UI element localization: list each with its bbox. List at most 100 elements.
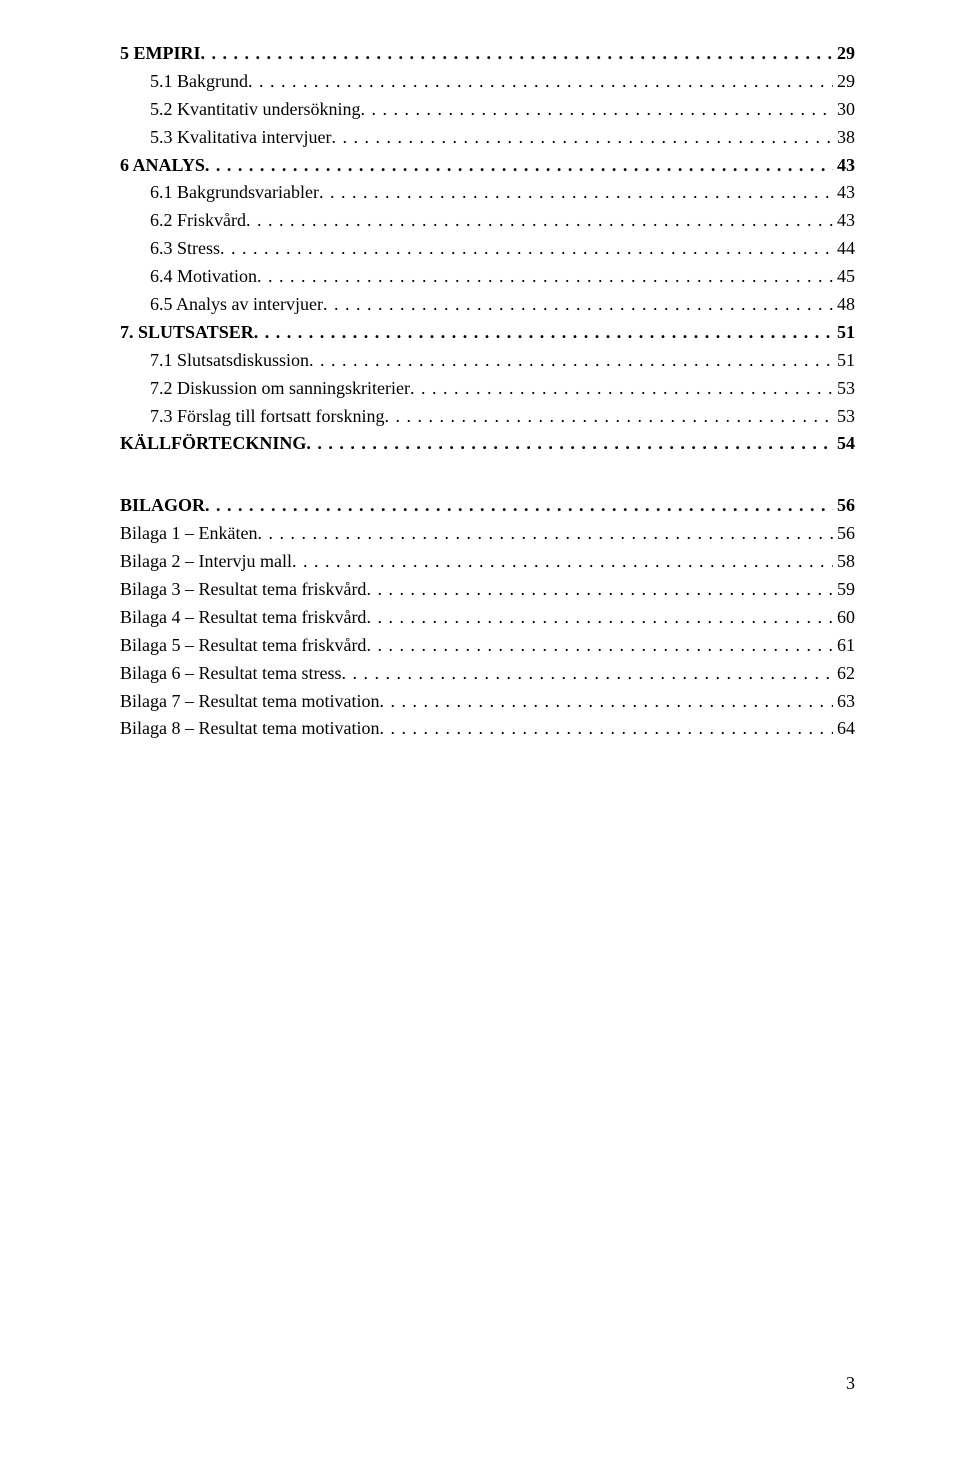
leader-dots xyxy=(360,96,833,124)
toc-label: 5.3 Kvalitativa intervjuer xyxy=(150,124,331,152)
toc-label: 5 EMPIRI xyxy=(120,40,201,68)
bilaga-line: Bilaga 3 – Resultat tema friskvård 59 xyxy=(120,576,855,604)
leader-dots xyxy=(410,375,833,403)
toc-line: 6.3 Stress 44 xyxy=(120,235,855,263)
leader-dots xyxy=(366,604,833,632)
toc-line: 6 ANALYS 43 xyxy=(120,152,855,180)
toc-page: 29 xyxy=(833,68,855,96)
leader-dots xyxy=(341,660,833,688)
section-gap xyxy=(120,458,855,492)
leader-dots xyxy=(331,124,833,152)
toc-line: 6.4 Motivation 45 xyxy=(120,263,855,291)
bilaga-label: Bilaga 4 – Resultat tema friskvård xyxy=(120,604,366,632)
toc-page: 44 xyxy=(833,235,855,263)
bilaga-page: 56 xyxy=(833,520,855,548)
toc-line: 5 EMPIRI 29 xyxy=(120,40,855,68)
bilaga-line: Bilaga 7 – Resultat tema motivation 63 xyxy=(120,688,855,716)
table-of-contents: 5 EMPIRI295.1 Bakgrund295.2 Kvantitativ … xyxy=(120,40,855,458)
toc-label: 5.2 Kvantitativ undersökning xyxy=(150,96,360,124)
toc-label: 7.1 Slutsatsdiskussion xyxy=(150,347,309,375)
toc-page: 51 xyxy=(833,347,855,375)
leader-dots xyxy=(205,152,833,180)
toc-page: 48 xyxy=(833,291,855,319)
toc-page: 29 xyxy=(833,40,855,68)
bilaga-line: Bilaga 2 – Intervju mall 58 xyxy=(120,548,855,576)
bilaga-line: Bilaga 4 – Resultat tema friskvård 60 xyxy=(120,604,855,632)
bilaga-page: 60 xyxy=(833,604,855,632)
bilaga-page: 61 xyxy=(833,632,855,660)
toc-line: 7. SLUTSATSER 51 xyxy=(120,319,855,347)
toc-label: 6.5 Analys av intervjuer xyxy=(150,291,323,319)
bilaga-label: Bilaga 7 – Resultat tema motivation xyxy=(120,688,379,716)
toc-line: 5.1 Bakgrund 29 xyxy=(120,68,855,96)
toc-label: 6.1 Bakgrundsvariabler xyxy=(150,179,319,207)
bilagor-heading-page: 56 xyxy=(833,492,855,520)
toc-label: 6.2 Friskvård xyxy=(150,207,246,235)
toc-label: 5.1 Bakgrund xyxy=(150,68,248,96)
leader-dots xyxy=(257,263,833,291)
toc-label: 6.3 Stress xyxy=(150,235,220,263)
toc-line: KÄLLFÖRTECKNING 54 xyxy=(120,430,855,458)
toc-line: 5.2 Kvantitativ undersökning 30 xyxy=(120,96,855,124)
bilaga-label: Bilaga 2 – Intervju mall xyxy=(120,548,292,576)
toc-line: 7.2 Diskussion om sanningskriterier 53 xyxy=(120,375,855,403)
toc-page: 53 xyxy=(833,403,855,431)
toc-page: 45 xyxy=(833,263,855,291)
toc-line: 6.2 Friskvård 43 xyxy=(120,207,855,235)
toc-label: 6 ANALYS xyxy=(120,152,205,180)
bilagor-heading: BILAGOR xyxy=(120,492,205,520)
toc-line: 5.3 Kvalitativa intervjuer 38 xyxy=(120,124,855,152)
bilaga-line: Bilaga 6 – Resultat tema stress 62 xyxy=(120,660,855,688)
bilaga-line: Bilaga 5 – Resultat tema friskvård 61 xyxy=(120,632,855,660)
bilaga-line: Bilaga 8 – Resultat tema motivation 64 xyxy=(120,715,855,743)
leader-dots xyxy=(254,319,833,347)
leader-dots xyxy=(379,715,833,743)
toc-page: 54 xyxy=(833,430,855,458)
toc-page: 43 xyxy=(833,179,855,207)
toc-label: 7.2 Diskussion om sanningskriterier xyxy=(150,375,410,403)
leader-dots xyxy=(384,403,833,431)
leader-dots xyxy=(306,430,833,458)
leader-dots xyxy=(205,492,833,520)
leader-dots xyxy=(309,347,833,375)
leader-dots xyxy=(379,688,833,716)
leader-dots xyxy=(220,235,833,263)
page-number: 3 xyxy=(846,1373,855,1394)
toc-label: KÄLLFÖRTECKNING xyxy=(120,430,306,458)
leader-dots xyxy=(323,291,833,319)
bilagor-heading-line: BILAGOR 56 xyxy=(120,492,855,520)
toc-line: 7.1 Slutsatsdiskussion 51 xyxy=(120,347,855,375)
leader-dots xyxy=(257,520,833,548)
leader-dots xyxy=(201,40,834,68)
bilaga-label: Bilaga 1 – Enkäten xyxy=(120,520,257,548)
bilaga-page: 62 xyxy=(833,660,855,688)
bilagor-list: Bilaga 1 – Enkäten56Bilaga 2 – Intervju … xyxy=(120,520,855,743)
bilaga-label: Bilaga 6 – Resultat tema stress xyxy=(120,660,341,688)
toc-label: 7. SLUTSATSER xyxy=(120,319,254,347)
bilaga-label: Bilaga 5 – Resultat tema friskvård xyxy=(120,632,366,660)
toc-label: 7.3 Förslag till fortsatt forskning xyxy=(150,403,384,431)
toc-page: 43 xyxy=(833,152,855,180)
toc-line: 7.3 Förslag till fortsatt forskning 53 xyxy=(120,403,855,431)
leader-dots xyxy=(292,548,833,576)
leader-dots xyxy=(246,207,833,235)
bilaga-line: Bilaga 1 – Enkäten 56 xyxy=(120,520,855,548)
bilaga-page: 64 xyxy=(833,715,855,743)
toc-page: 53 xyxy=(833,375,855,403)
bilaga-label: Bilaga 8 – Resultat tema motivation xyxy=(120,715,379,743)
toc-page: 30 xyxy=(833,96,855,124)
leader-dots xyxy=(248,68,833,96)
leader-dots xyxy=(319,179,833,207)
bilaga-page: 63 xyxy=(833,688,855,716)
toc-page: 51 xyxy=(833,319,855,347)
bilaga-page: 59 xyxy=(833,576,855,604)
leader-dots xyxy=(366,576,833,604)
toc-page: 38 xyxy=(833,124,855,152)
toc-page: 43 xyxy=(833,207,855,235)
toc-label: 6.4 Motivation xyxy=(150,263,257,291)
toc-line: 6.5 Analys av intervjuer 48 xyxy=(120,291,855,319)
bilaga-label: Bilaga 3 – Resultat tema friskvård xyxy=(120,576,366,604)
bilaga-page: 58 xyxy=(833,548,855,576)
leader-dots xyxy=(366,632,833,660)
toc-line: 6.1 Bakgrundsvariabler 43 xyxy=(120,179,855,207)
